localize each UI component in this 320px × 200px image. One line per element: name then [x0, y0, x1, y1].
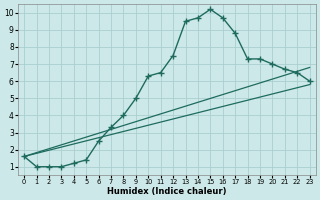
X-axis label: Humidex (Indice chaleur): Humidex (Indice chaleur)	[107, 187, 227, 196]
